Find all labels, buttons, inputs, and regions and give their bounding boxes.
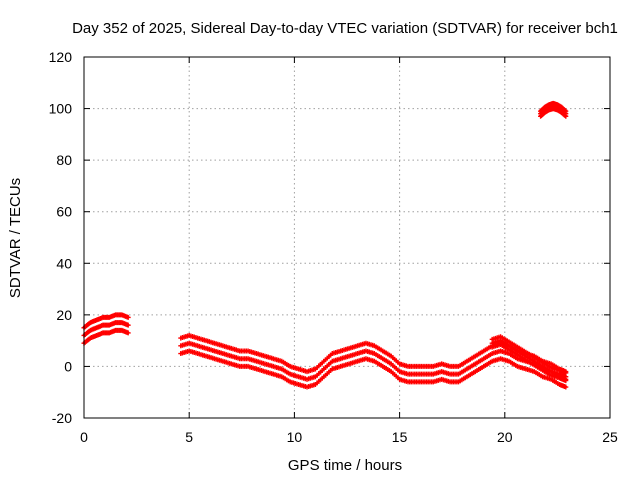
data-point — [125, 322, 131, 328]
series-segment-2-upper — [489, 334, 569, 384]
data-point — [125, 314, 131, 320]
x-tick-label: 25 — [602, 429, 618, 445]
x-tick-label: 5 — [185, 429, 193, 445]
y-tick-label: 40 — [56, 255, 72, 271]
y-tick-label: -20 — [52, 410, 72, 426]
data-point — [563, 384, 569, 390]
y-tick-label: 120 — [49, 49, 73, 65]
data-point — [562, 107, 568, 113]
data-point — [563, 370, 569, 376]
x-axis-label: GPS time / hours — [288, 457, 402, 474]
x-tick-label: 10 — [287, 429, 303, 445]
data-points — [81, 100, 569, 390]
y-axis-label: SDTVAR / TECUs — [7, 178, 24, 298]
y-tick-label: 60 — [56, 204, 72, 220]
y-tick-labels: -20 0 20 40 60 80 100 120 — [49, 49, 73, 426]
chart-title: Day 352 of 2025, Sidereal Day-to-day VTE… — [72, 20, 618, 37]
series-segment-3 — [538, 100, 569, 119]
y-tick-label: 80 — [56, 152, 72, 168]
x-tick-label: 0 — [80, 429, 88, 445]
grid-lines — [84, 57, 610, 418]
y-tick-label: 0 — [64, 358, 72, 374]
x-tick-label: 15 — [392, 429, 408, 445]
series-segment-1 — [81, 312, 131, 346]
y-tick-label: 100 — [49, 101, 73, 117]
axis-ticks — [83, 56, 611, 419]
x-tick-label: 20 — [497, 429, 513, 445]
data-point — [563, 108, 569, 114]
data-point — [125, 330, 131, 336]
x-tick-labels: 0 5 10 15 20 25 — [80, 429, 618, 445]
y-tick-label: 20 — [56, 307, 72, 323]
plot-frame — [83, 56, 611, 419]
